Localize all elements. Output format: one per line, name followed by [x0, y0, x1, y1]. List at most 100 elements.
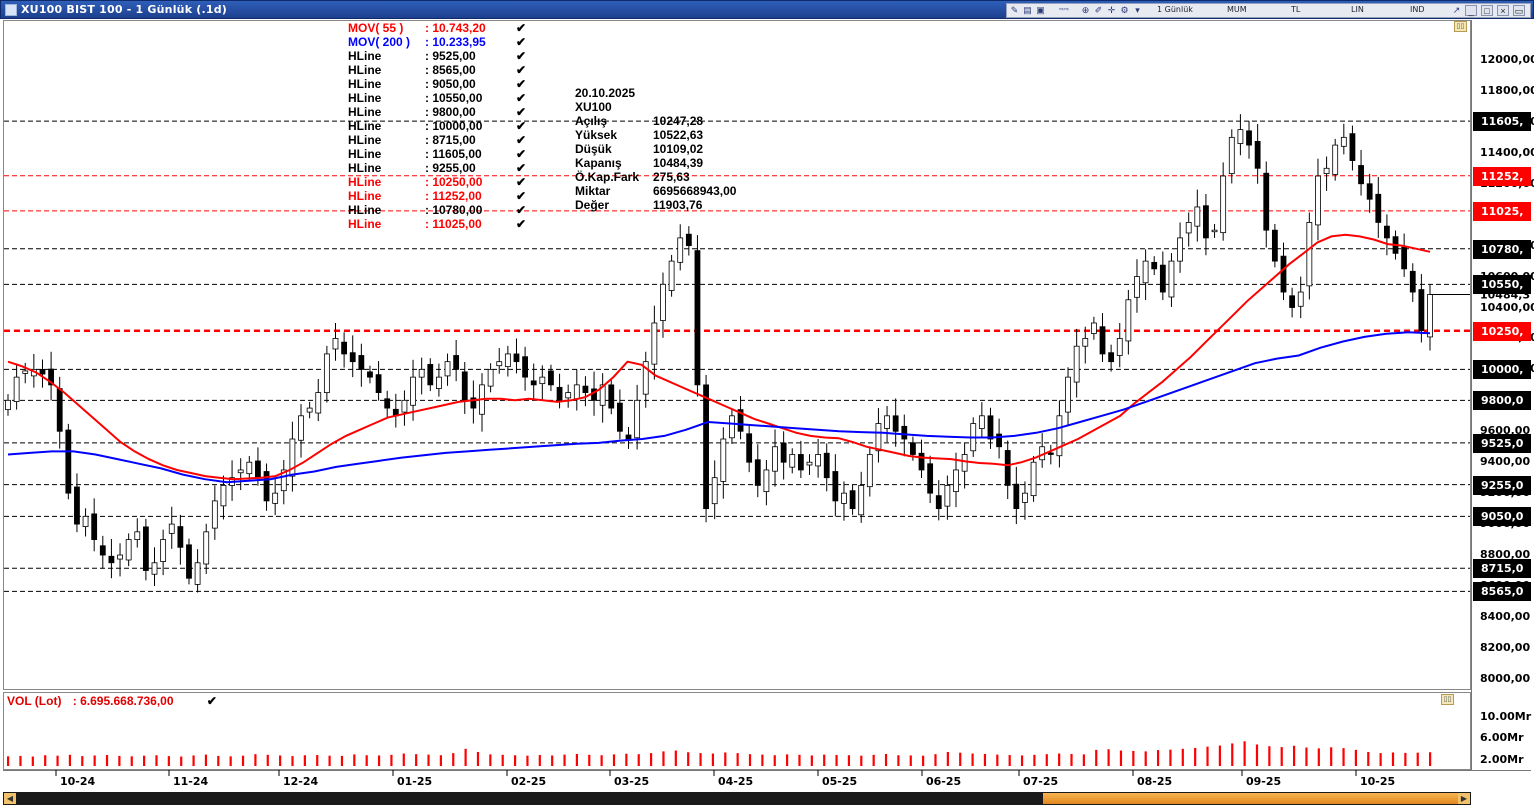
candle — [5, 399, 11, 411]
candle — [1073, 345, 1080, 383]
legend-check-icon[interactable]: ✔ — [516, 147, 527, 161]
info-value: 11903,76 — [653, 198, 703, 212]
volume-bar — [786, 754, 789, 766]
link-icon[interactable]: ↗ — [1452, 5, 1461, 15]
candle — [142, 526, 149, 571]
legend-hline-value: : 11605,00 — [425, 147, 482, 161]
candle — [108, 555, 115, 564]
volume-bar — [1218, 745, 1221, 766]
candle — [1332, 144, 1339, 175]
legend-check-icon[interactable]: ✔ — [516, 161, 527, 175]
candle — [616, 402, 623, 432]
volume-bar — [1317, 748, 1320, 766]
legend-check-icon[interactable]: ✔ — [516, 175, 527, 189]
legend-check-icon[interactable]: ✔ — [516, 77, 527, 91]
currency-selector[interactable]: TL — [1291, 5, 1301, 14]
maximize-button[interactable]: □ — [1481, 5, 1493, 16]
candle — [1220, 175, 1227, 234]
x-tick-label: 07-25 — [1023, 775, 1059, 788]
candle — [599, 384, 606, 406]
candle — [754, 459, 761, 486]
volume-bar — [736, 753, 739, 766]
candle — [806, 461, 813, 466]
volume-bar — [1379, 753, 1382, 766]
volume-bar — [365, 755, 368, 766]
volume-bar — [1367, 752, 1370, 766]
candle — [1384, 225, 1390, 239]
volume-bar — [1416, 752, 1419, 766]
candle — [211, 500, 218, 529]
settings-icon[interactable]: ⚙ — [1120, 5, 1129, 15]
candle — [453, 355, 460, 370]
legend-check-icon[interactable]: ✔ — [516, 105, 527, 119]
period-selector[interactable]: 1 Günlük — [1157, 5, 1193, 14]
legend-check-icon[interactable]: ✔ — [516, 21, 527, 35]
legend-check-icon[interactable]: ✔ — [516, 203, 527, 217]
candle — [496, 361, 503, 367]
volume-check-icon[interactable]: ✔ — [206, 694, 217, 708]
volume-bar — [501, 754, 504, 766]
minimize-button[interactable]: _ — [1465, 5, 1477, 16]
pencil-icon[interactable]: ✐ — [1094, 5, 1103, 15]
legend-check-icon[interactable]: ✔ — [516, 189, 527, 203]
volume-bar — [143, 755, 146, 766]
draw-tool-icon[interactable]: ✎ — [1010, 5, 1019, 15]
panel-options-icon[interactable]: ▯▯ — [1454, 21, 1467, 32]
candle — [737, 409, 744, 432]
volume-bar — [798, 754, 801, 766]
legend-mov55-label: MOV( 55 ) — [348, 21, 404, 35]
legend-mov200: MOV( 200 ) — [348, 35, 411, 49]
forward-icon[interactable]: ⇨⇨ — [1058, 7, 1070, 13]
close-button[interactable]: × — [1497, 5, 1509, 16]
volume-bar — [279, 755, 282, 766]
horizontal-scrollbar[interactable]: ◀ ▶ — [3, 792, 1471, 805]
candle — [729, 415, 735, 439]
candle — [56, 388, 63, 432]
indicator-selector[interactable]: IND — [1410, 5, 1425, 14]
restore-button[interactable]: ▭ — [1513, 5, 1525, 16]
volume-bar — [118, 755, 121, 766]
scroll-right-icon[interactable]: ▶ — [1458, 793, 1470, 804]
volume-bar — [897, 755, 900, 766]
candle — [272, 492, 279, 504]
volume-bar — [1429, 752, 1432, 766]
legend-check-icon[interactable]: ✔ — [516, 217, 527, 231]
volume-bar — [476, 752, 480, 766]
volume-options-icon[interactable]: ▯▯ — [1441, 694, 1454, 705]
window-title-bar: XU100 BIST 100 - 1 Günlük (.1d) ✎ ▤ ▣ ⇨⇨… — [0, 0, 1534, 19]
scroll-left-icon[interactable]: ◀ — [4, 793, 16, 804]
crosshair-icon[interactable]: ✛ — [1107, 5, 1116, 15]
legend-check-icon[interactable]: ✔ — [516, 91, 527, 105]
candle — [99, 545, 106, 556]
volume-bar — [563, 754, 566, 766]
candle — [125, 539, 132, 561]
scale-selector[interactable]: LIN — [1351, 5, 1364, 14]
chart-type-icon[interactable]: ▤ — [1023, 5, 1032, 15]
y-tick-label: 11400,00 — [1480, 145, 1534, 159]
candle — [780, 442, 787, 463]
legend-check-icon[interactable]: ✔ — [516, 49, 527, 63]
volume-bar — [773, 755, 776, 766]
zoom-in-icon[interactable]: ⊕ — [1081, 5, 1090, 15]
chevron-down-icon[interactable]: ▾ — [1135, 5, 1140, 15]
y-tick-label: 11800,00 — [1480, 83, 1534, 97]
candle — [1306, 222, 1313, 287]
legend-check-icon[interactable]: ✔ — [516, 63, 527, 77]
candle — [1004, 450, 1011, 486]
price-panel[interactable] — [3, 20, 1471, 690]
chart-type-selector[interactable]: MUM — [1227, 5, 1247, 14]
legend-check-icon[interactable]: ✔ — [516, 119, 527, 133]
candle — [901, 425, 908, 440]
legend-check-icon[interactable]: ✔ — [516, 133, 527, 147]
volume-bar — [946, 752, 949, 766]
scrollbar-thumb[interactable] — [1043, 793, 1459, 804]
candle — [255, 460, 261, 479]
save-icon[interactable]: ▣ — [1036, 5, 1045, 15]
legend-check-icon[interactable]: ✔ — [516, 35, 527, 49]
candle — [815, 454, 822, 467]
candle — [367, 371, 373, 378]
candle — [220, 485, 227, 507]
candle — [1177, 237, 1183, 262]
legend-hline-value: : 11252,00 — [425, 189, 482, 203]
